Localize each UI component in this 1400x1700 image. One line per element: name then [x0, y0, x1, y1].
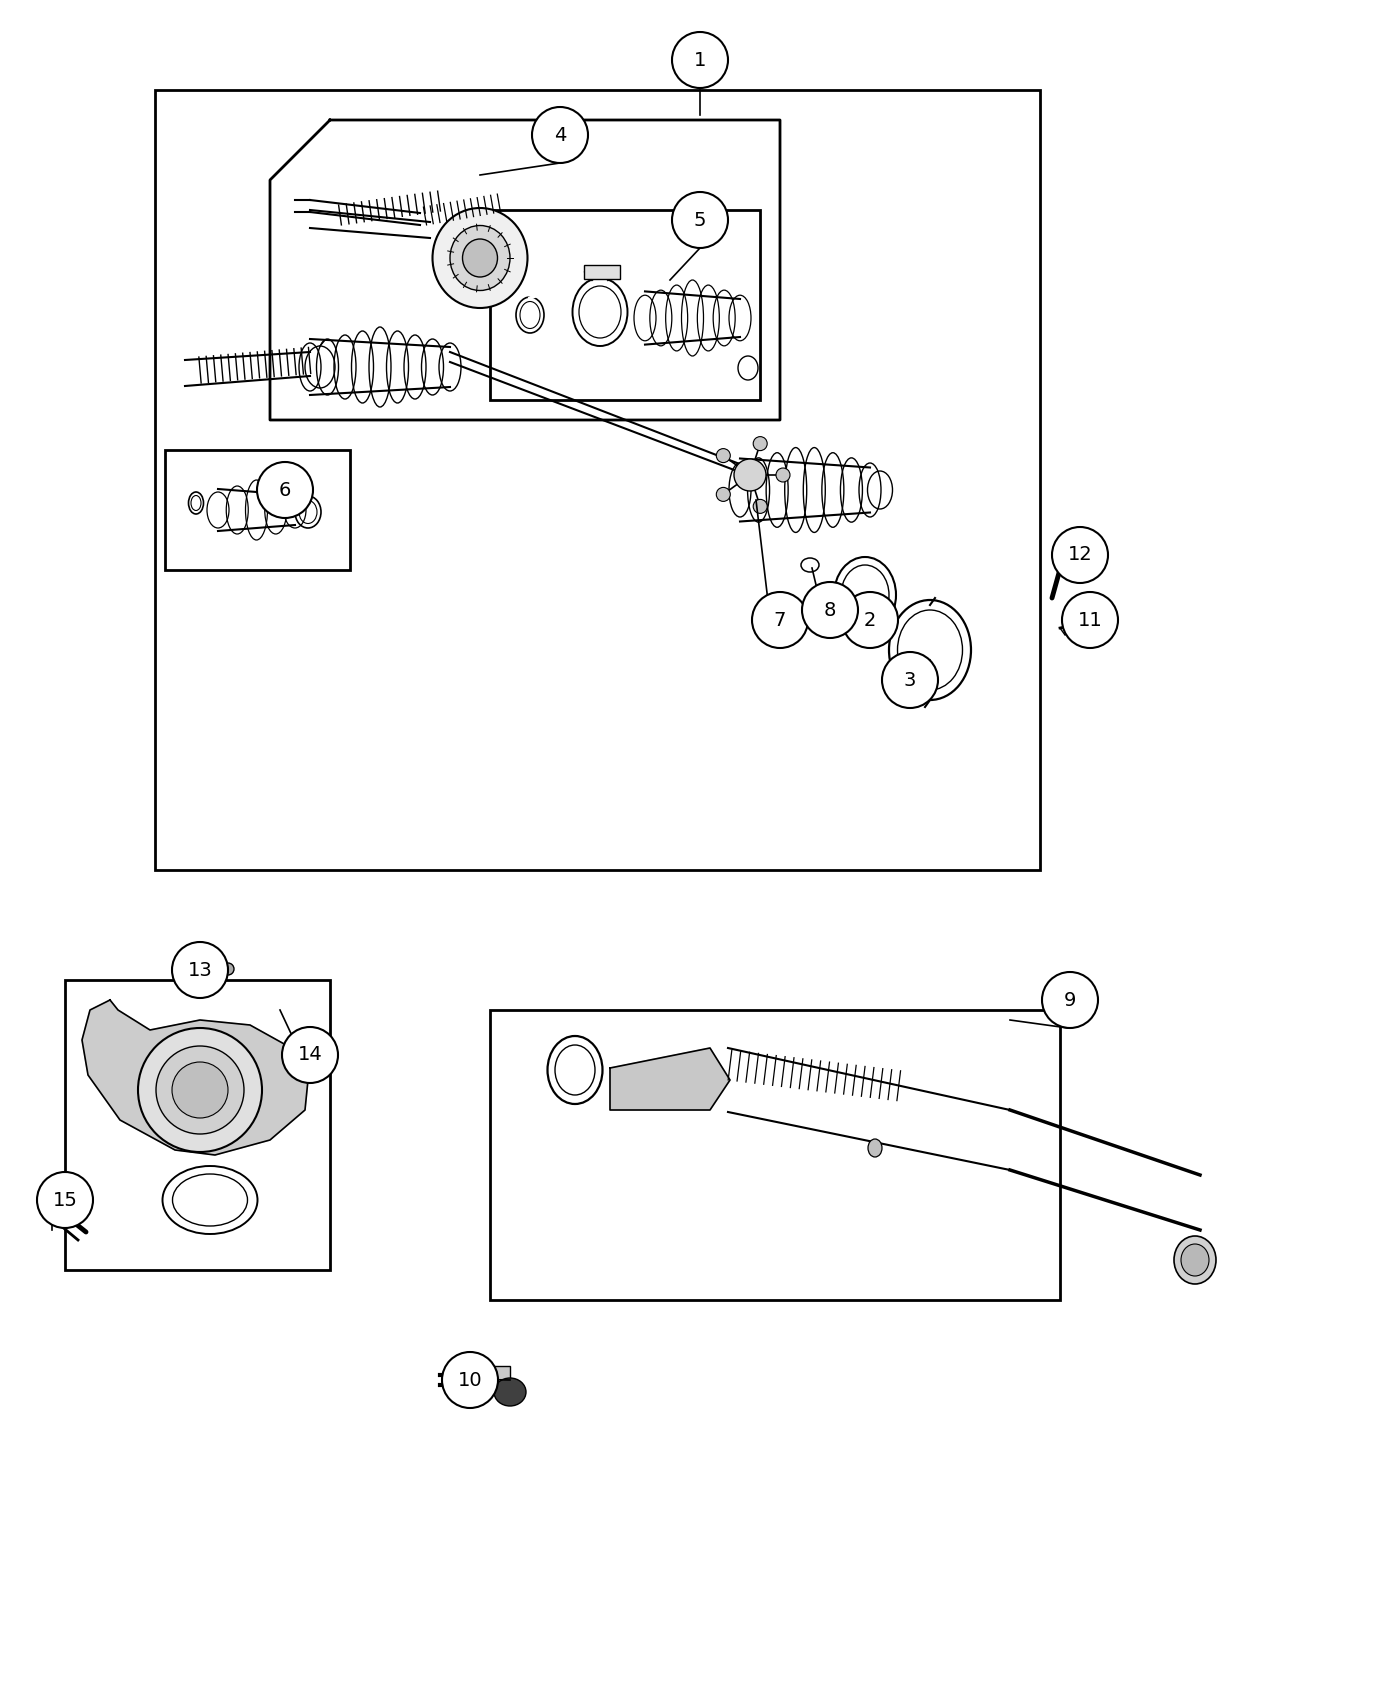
Text: 5: 5 [694, 211, 706, 230]
Text: 13: 13 [188, 960, 213, 979]
Text: 7: 7 [774, 610, 787, 629]
Circle shape [1042, 972, 1098, 1028]
Ellipse shape [717, 449, 731, 462]
Circle shape [734, 459, 766, 491]
Circle shape [223, 962, 234, 976]
Circle shape [172, 1062, 228, 1119]
Bar [1054, 541, 1068, 559]
Bar [490, 1010, 1060, 1300]
Circle shape [802, 581, 858, 638]
Text: 10: 10 [458, 1370, 483, 1389]
Text: 15: 15 [53, 1190, 77, 1209]
Ellipse shape [776, 468, 790, 483]
Circle shape [672, 192, 728, 248]
Text: 12: 12 [1068, 546, 1092, 564]
Ellipse shape [717, 488, 731, 502]
Circle shape [139, 1028, 262, 1153]
Ellipse shape [1175, 1236, 1217, 1284]
Bar [465, 1367, 510, 1392]
Ellipse shape [452, 1362, 477, 1397]
Circle shape [672, 32, 728, 88]
Bar [490, 211, 760, 400]
Text: 11: 11 [1078, 610, 1102, 629]
Ellipse shape [449, 226, 510, 291]
Ellipse shape [753, 500, 767, 513]
Circle shape [36, 1171, 92, 1227]
Text: 4: 4 [554, 126, 566, 144]
Circle shape [174, 966, 186, 977]
Circle shape [281, 1027, 337, 1083]
Circle shape [1051, 527, 1107, 583]
Text: 3: 3 [904, 670, 916, 690]
Polygon shape [610, 1047, 729, 1110]
Text: 8: 8 [823, 600, 836, 619]
Circle shape [172, 942, 228, 998]
Ellipse shape [494, 1379, 526, 1406]
Circle shape [258, 462, 314, 518]
Text: 9: 9 [1064, 991, 1077, 1010]
Text: 1: 1 [694, 51, 706, 70]
Circle shape [1063, 592, 1119, 648]
Ellipse shape [42, 1202, 57, 1214]
Bar [584, 265, 620, 279]
Circle shape [841, 592, 897, 648]
Text: 2: 2 [864, 610, 876, 629]
Bar [64, 979, 330, 1270]
Ellipse shape [433, 207, 528, 308]
Bar [165, 450, 350, 570]
Bar [155, 90, 1040, 870]
Ellipse shape [462, 240, 497, 277]
Ellipse shape [868, 1139, 882, 1158]
Circle shape [752, 592, 808, 648]
Text: 6: 6 [279, 481, 291, 500]
Circle shape [155, 1046, 244, 1134]
Ellipse shape [456, 1368, 473, 1392]
Ellipse shape [753, 437, 767, 451]
Ellipse shape [1182, 1244, 1210, 1277]
Polygon shape [83, 1000, 308, 1154]
Circle shape [882, 653, 938, 707]
Circle shape [442, 1352, 498, 1408]
Text: 14: 14 [298, 1046, 322, 1064]
Circle shape [532, 107, 588, 163]
